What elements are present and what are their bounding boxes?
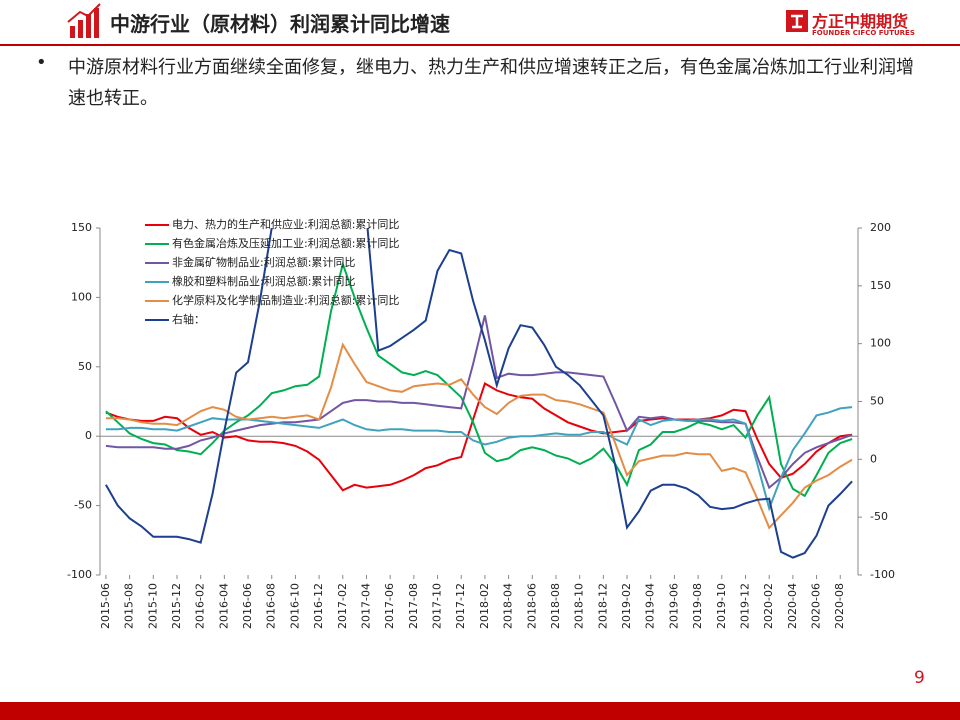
x-tick-label: 2018-12: [596, 583, 609, 629]
x-tick-label: 2020-02: [762, 583, 775, 629]
x-tick-label: 2015-12: [170, 583, 183, 629]
bullet-text: 中游原材料行业方面继续全面修复，继电力、热力生产和供应增速转正之后，有色金属冶炼…: [68, 57, 914, 109]
x-tick-label: 2019-04: [644, 583, 657, 629]
x-tick-label: 2016-02: [194, 583, 207, 629]
y-tick-label: 50: [78, 360, 92, 373]
x-tick-label: 2017-12: [454, 583, 467, 629]
y2-tick-label: -50: [870, 510, 888, 523]
header-rule: [0, 44, 960, 46]
bullet-dot: •: [36, 52, 47, 73]
x-tick-label: 2018-06: [525, 583, 538, 629]
y-tick-label: -100: [67, 568, 92, 581]
x-tick-label: 2016-08: [265, 583, 278, 629]
x-tick-label: 2017-08: [407, 583, 420, 629]
x-tick-label: 2020-08: [833, 583, 846, 629]
x-tick-label: 2018-08: [549, 583, 562, 629]
series-line: [105, 342, 853, 530]
x-tick-label: 2016-04: [217, 583, 230, 629]
y2-tick-label: 150: [870, 279, 891, 292]
x-tick-label: 2015-08: [123, 583, 136, 629]
header-icon: [67, 3, 101, 38]
y2-tick-label: -100: [870, 568, 895, 581]
x-tick-label: 2017-06: [383, 583, 396, 629]
y2-tick-label: 0: [870, 452, 877, 465]
header-title: 中游行业（原材料）利润累计同比增速: [110, 12, 450, 36]
y-tick-label: 100: [71, 290, 92, 303]
series-line: [105, 406, 853, 512]
x-tick-label: 2019-06: [667, 583, 680, 629]
x-tick-label: 2018-02: [478, 583, 491, 629]
x-tick-label: 2019-10: [715, 583, 728, 629]
legend-label: 电力、热力的生产和供应业:利润总额:累计同比: [172, 217, 399, 231]
x-tick-label: 2020-06: [810, 583, 823, 629]
x-tick-label: 2016-10: [288, 583, 301, 629]
x-tick-label: 2020-04: [786, 583, 799, 629]
y-tick-label: 0: [85, 429, 92, 442]
y2-tick-label: 50: [870, 395, 884, 408]
legend-label: 非金属矿物制品业:利润总额:累计同比: [172, 255, 355, 269]
logo-icon: [786, 10, 808, 32]
x-tick-label: 2016-06: [241, 583, 254, 629]
x-tick-label: 2017-02: [336, 583, 349, 629]
series-line: [105, 260, 853, 498]
x-tick-label: 2016-12: [312, 583, 325, 629]
footer-bar: [0, 702, 960, 720]
x-tick-label: 2018-10: [573, 583, 586, 629]
series-line: [105, 315, 853, 490]
logo-subtext: FOUNDER CIFCO FUTURES: [812, 29, 915, 37]
y2-tick-label: 200: [870, 221, 891, 234]
x-tick-label: 2017-10: [431, 583, 444, 629]
x-tick-label: 2019-12: [738, 583, 751, 629]
x-tick-label: 2019-02: [620, 583, 633, 629]
legend-label: 橡胶和塑料制品业:利润总额:累计同比: [172, 274, 355, 288]
x-tick-label: 2015-10: [146, 583, 159, 629]
series-line: [105, 228, 853, 559]
y-tick-label: -50: [74, 499, 92, 512]
x-tick-label: 2017-04: [359, 583, 372, 629]
legend-label: 有色金属冶炼及压延加工业:利润总额:累计同比: [172, 236, 399, 250]
legend-label: 右轴：: [172, 312, 205, 326]
y-tick-label: 150: [71, 221, 92, 234]
legend-label: 化学原料及化学制品制造业:利润总额:累计同比: [172, 293, 399, 307]
page-number: 9: [914, 668, 925, 688]
y2-tick-label: 100: [870, 337, 891, 350]
x-tick-label: 2018-04: [502, 583, 515, 629]
x-tick-label: 2015-06: [99, 583, 112, 629]
logo-text: 方正中期期货: [812, 12, 909, 31]
plot-area: [105, 228, 853, 559]
x-tick-label: 2019-08: [691, 583, 704, 629]
chart: -100 -50 0 50 100 150 -100 -50 0 50 100 150 200 2015-…: [67, 217, 895, 629]
